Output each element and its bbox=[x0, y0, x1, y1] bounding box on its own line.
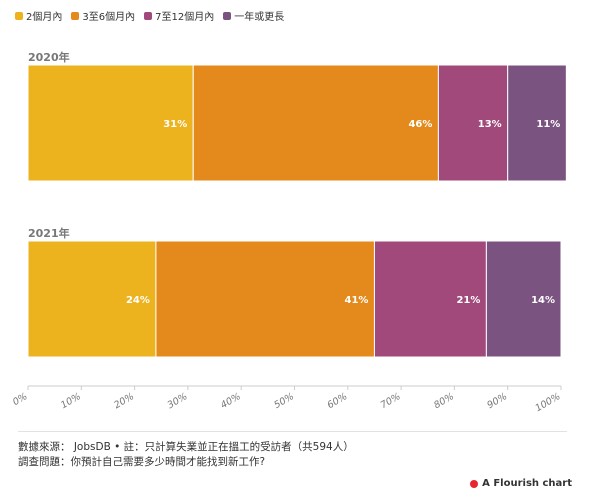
legend: 2個月內 3至6個月內 7至12個月內 一年或更長 bbox=[15, 8, 293, 23]
legend-label: 7至12個月內 bbox=[155, 12, 215, 23]
legend-label: 2個月內 bbox=[26, 12, 63, 23]
stacked-bar-chart: 2020年 31% 46% 13% 11% 2021年 24% 41% 21% 14% 0% 10% 2… bbox=[11, 50, 567, 414]
x-tick-label: 30% bbox=[166, 391, 190, 411]
x-tick-label: 10% bbox=[59, 391, 83, 411]
data-label: 46% bbox=[408, 119, 432, 130]
legend-swatch bbox=[71, 11, 80, 20]
data-label: 21% bbox=[456, 295, 480, 306]
bar-segment[interactable] bbox=[485, 240, 562, 358]
bar-segment[interactable] bbox=[373, 240, 487, 358]
bar-segment[interactable] bbox=[27, 64, 194, 182]
legend-label: 3至6個月內 bbox=[82, 12, 136, 23]
bar-segment[interactable] bbox=[437, 64, 509, 182]
data-label: 41% bbox=[345, 295, 369, 306]
flourish-logo-icon bbox=[470, 479, 479, 488]
x-tick-label: 20% bbox=[112, 391, 136, 411]
x-tick-label: 0% bbox=[11, 391, 30, 408]
bar-segment[interactable] bbox=[192, 64, 439, 182]
legend-item-1[interactable]: 2個月內 bbox=[15, 8, 62, 23]
legend-swatch bbox=[223, 11, 232, 20]
footer: 數據來源： JobsDB • 註：只計算失業並正在搵工的受訪者（共594人） 調… bbox=[18, 440, 354, 470]
x-tick-label: 90% bbox=[485, 391, 509, 411]
data-label: 31% bbox=[163, 119, 187, 130]
x-tick-label: 60% bbox=[326, 391, 350, 411]
bar-segment[interactable] bbox=[27, 240, 157, 358]
x-tick-label: 80% bbox=[432, 391, 456, 411]
legend-item-4[interactable]: 一年或更長 bbox=[223, 8, 284, 23]
x-tick-label: 70% bbox=[379, 391, 403, 411]
x-tick-label: 40% bbox=[219, 391, 243, 411]
legend-item-2[interactable]: 3至6個月內 bbox=[71, 8, 135, 23]
bar-segment[interactable] bbox=[507, 64, 567, 182]
survey-question: 調查問題：你預計自己需要多少時間才能找到新工作? bbox=[18, 456, 266, 468]
legend-label: 一年或更長 bbox=[234, 12, 285, 23]
data-label: 13% bbox=[478, 119, 502, 130]
data-label: 14% bbox=[531, 295, 555, 306]
source-note: 數據來源： JobsDB • 註：只計算失業並正在搵工的受訪者（共594人） bbox=[18, 441, 354, 453]
legend-item-3[interactable]: 7至12個月內 bbox=[144, 8, 214, 23]
flourish-credit-link[interactable]: A Flourish chart bbox=[470, 478, 572, 489]
x-tick-label: 50% bbox=[272, 391, 296, 411]
x-tick-label: 100% bbox=[533, 391, 562, 414]
flourish-credit-label: A Flourish chart bbox=[482, 478, 572, 489]
data-label: 24% bbox=[126, 295, 150, 306]
data-label: 11% bbox=[536, 119, 560, 130]
legend-swatch bbox=[144, 11, 153, 20]
bar-segment[interactable] bbox=[155, 240, 375, 358]
footer-divider bbox=[18, 431, 567, 432]
category-label: 2021年 bbox=[28, 226, 70, 240]
category-label: 2020年 bbox=[28, 50, 70, 64]
legend-swatch bbox=[15, 11, 23, 20]
